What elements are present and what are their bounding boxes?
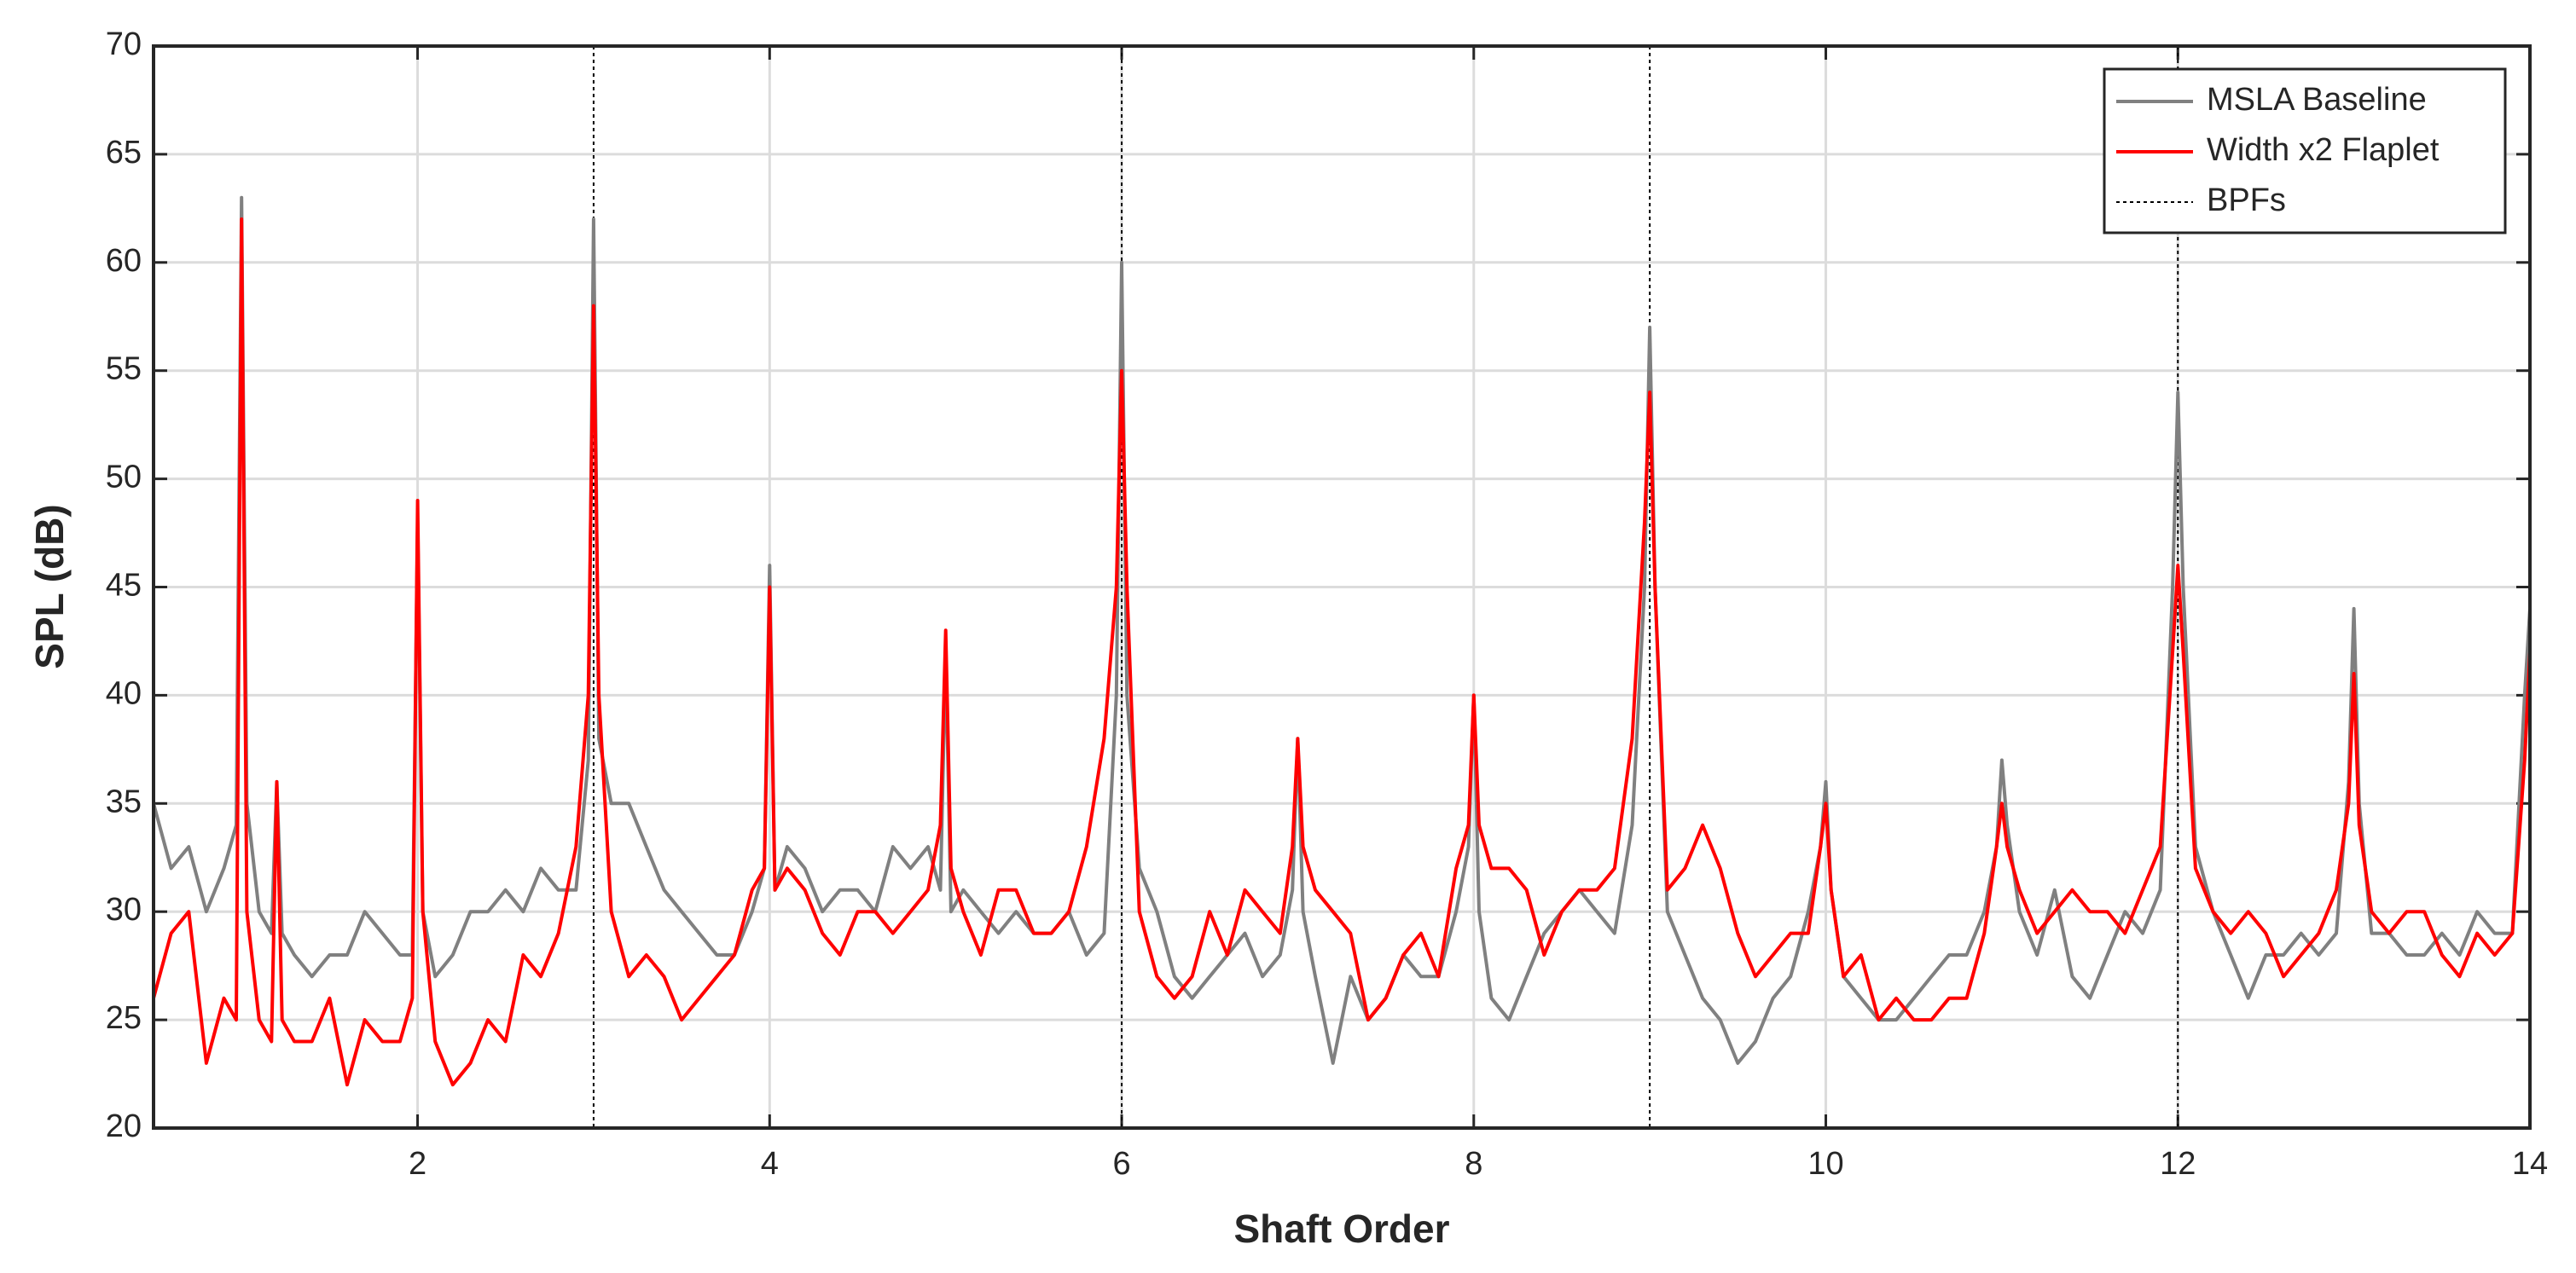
x-tick-label: 10: [1807, 1146, 1843, 1182]
series-line: [152, 217, 2532, 1087]
y-tick-label: 30: [106, 892, 142, 928]
y-tick-label: 25: [106, 1000, 142, 1036]
legend-label: MSLA Baseline: [2207, 82, 2427, 118]
y-tick-label: 40: [106, 675, 142, 711]
y-tick-label: 65: [106, 135, 142, 171]
x-tick-label: 6: [1112, 1146, 1130, 1182]
y-tick-label: 45: [106, 568, 142, 604]
legend-label: Width x2 Flaplet: [2207, 132, 2440, 168]
legend-label: BPFs: [2207, 182, 2286, 218]
x-tick-label: 4: [761, 1146, 779, 1182]
x-tick-label: 14: [2512, 1146, 2548, 1182]
x-tick-label: 8: [1465, 1146, 1482, 1182]
y-tick-label: 60: [106, 243, 142, 279]
x-tick-label: 2: [409, 1146, 426, 1182]
y-tick-label: 50: [106, 460, 142, 495]
y-axis-label: SPL (dB): [27, 504, 72, 668]
y-tick-label: 20: [106, 1108, 142, 1144]
y-tick-label: 35: [106, 784, 142, 819]
plot-frame: [152, 44, 2532, 1130]
x-tick-label: 12: [2160, 1146, 2196, 1182]
y-tick-label: 70: [106, 26, 142, 62]
y-tick-label: 55: [106, 351, 142, 387]
x-axis-label: Shaft Order: [1233, 1206, 1449, 1251]
series-line: [152, 195, 2532, 1065]
